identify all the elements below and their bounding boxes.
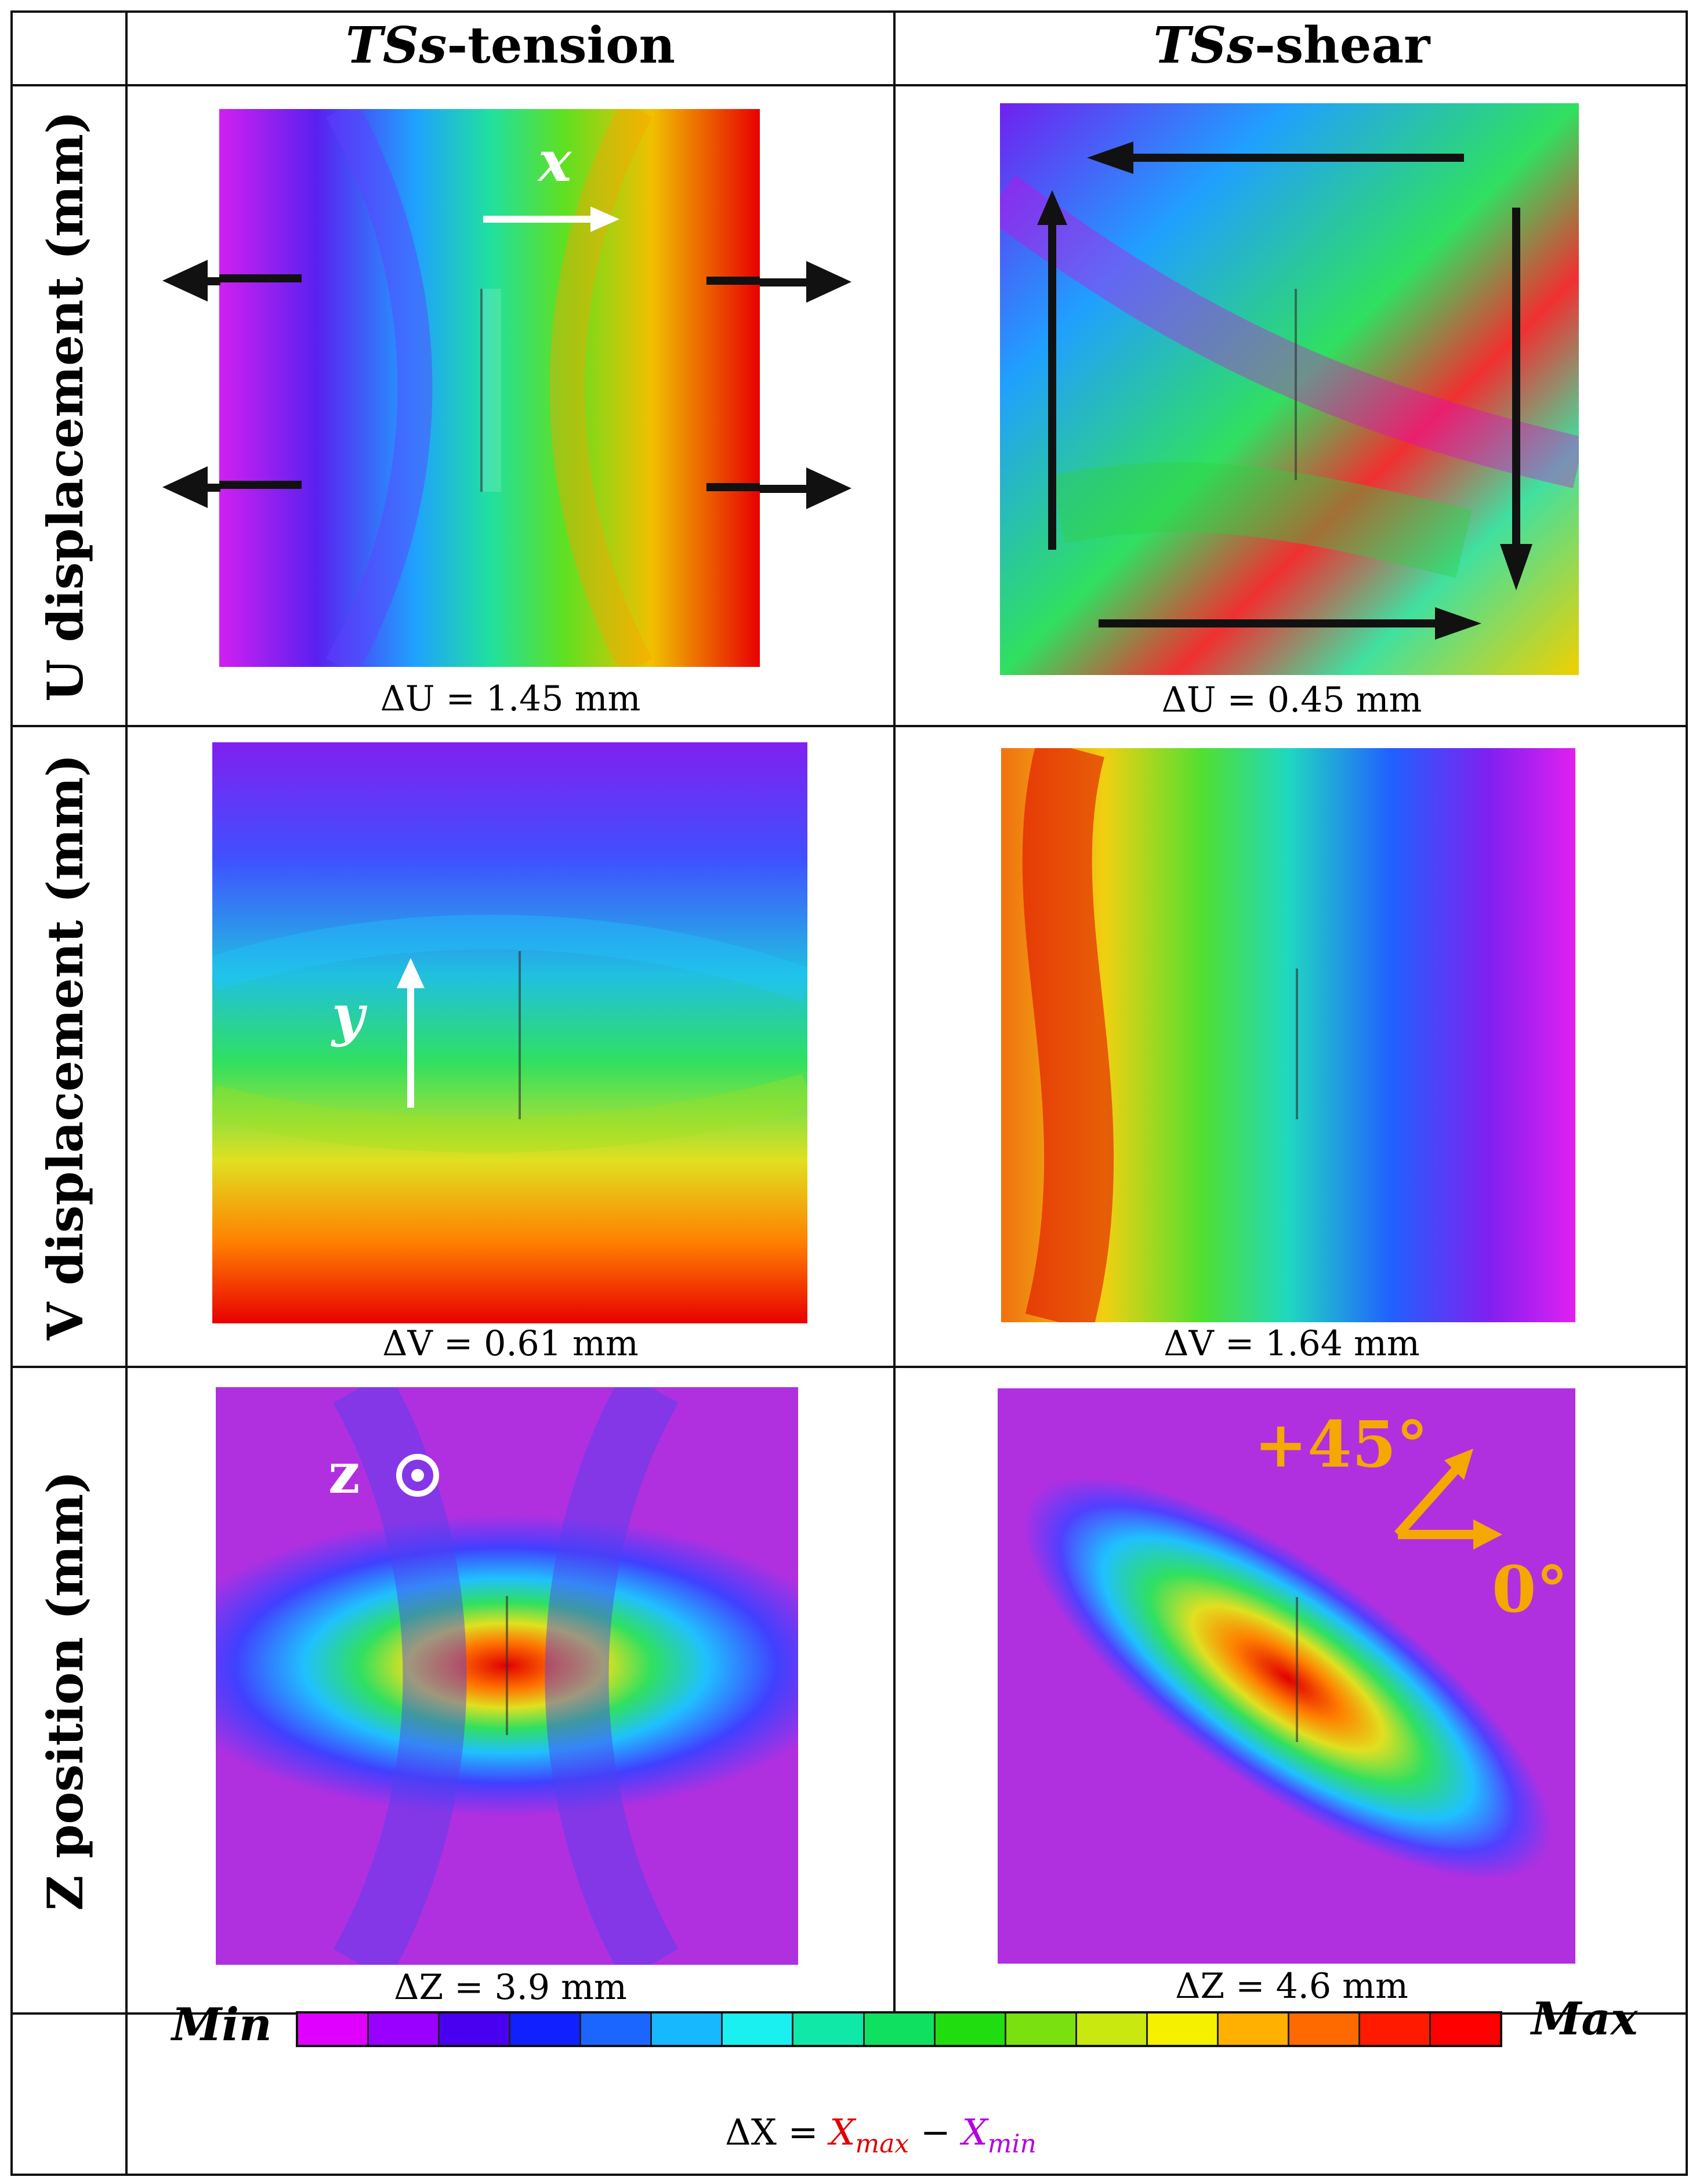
color-scale-segment <box>793 2014 865 2045</box>
row-label: U displacement (mm) <box>36 110 94 702</box>
color-scale-segment <box>1218 2014 1289 2045</box>
column-header-shear: TSs -shear <box>896 10 1688 80</box>
color-scale-segment <box>1289 2014 1360 2045</box>
arrow-shaft-right <box>760 485 809 493</box>
table-divider <box>10 1366 1688 1368</box>
color-scale-segment <box>723 2014 794 2045</box>
u-shear-contour-image <box>1000 103 1579 675</box>
column-prefix: TSs <box>1153 16 1255 75</box>
formula-lhs: ΔX = <box>725 2111 830 2153</box>
arrow-head-right <box>806 467 851 509</box>
row-label: Z position (mm) <box>36 1470 94 1911</box>
angle-0-label: 0° <box>1492 1552 1568 1627</box>
color-scale-segment <box>369 2014 440 2045</box>
color-scale-segment <box>935 2014 1006 2045</box>
y-axis-label: y <box>332 982 364 1048</box>
z-shear-contour-image <box>998 1388 1575 1964</box>
v-tension-caption: ΔV = 0.61 mm <box>382 1323 639 1364</box>
z-shear-caption: ΔZ = 4.6 mm <box>1175 1966 1408 2007</box>
arrow-shaft-right <box>760 278 809 286</box>
formula-x-symbol: X <box>962 2111 988 2153</box>
u-shear-caption: ΔU = 0.45 mm <box>1161 680 1422 720</box>
column-suffix: -shear <box>1255 16 1430 75</box>
formula-minus: − <box>909 2111 962 2153</box>
formula-x-symbol: X <box>829 2111 856 2153</box>
column-suffix: -tension <box>447 16 676 75</box>
formula-xmax: Xmax <box>829 2111 909 2158</box>
v-shear-contour-image <box>1001 748 1575 1322</box>
color-scale-bar <box>296 2011 1502 2047</box>
figure-table <box>10 10 1688 2176</box>
table-divider <box>125 10 128 2176</box>
column-header-tension: TSs -tension <box>128 10 893 80</box>
arrow-shaft-left <box>203 484 220 492</box>
arrow-head-left <box>162 260 208 302</box>
formula-max-sub: max <box>855 2129 909 2159</box>
row-label: V displacement (mm) <box>36 753 94 1340</box>
row-header-v: V displacement (mm) <box>13 728 117 1366</box>
formula-xmin: Xmin <box>962 2111 1037 2158</box>
table-divider <box>10 84 1688 86</box>
row-header-z: Z position (mm) <box>13 1369 117 2012</box>
color-scale-segment <box>1360 2014 1431 2045</box>
u-tension-caption: ΔU = 1.45 mm <box>380 679 641 719</box>
z-axis-label: z <box>328 1441 360 1506</box>
color-scale-segment <box>440 2014 511 2045</box>
u-tension-contour-image <box>219 109 760 667</box>
scale-min-label: Min <box>172 1998 272 2051</box>
z-tension-caption: ΔZ = 3.9 mm <box>394 1967 627 2008</box>
color-scale-segment <box>1006 2014 1077 2045</box>
x-axis-label: x <box>538 129 572 194</box>
table-divider <box>10 725 1688 727</box>
row-header-u: U displacement (mm) <box>13 87 117 725</box>
color-scale-segment <box>510 2014 582 2045</box>
color-scale-segment <box>1077 2014 1148 2045</box>
color-scale-segment <box>298 2014 369 2045</box>
color-scale-segment <box>1431 2014 1501 2045</box>
angle-45-label: +45° <box>1254 1407 1429 1482</box>
column-prefix: TSs <box>345 16 447 75</box>
table-divider <box>893 10 896 2023</box>
arrow-shaft-left <box>203 277 220 285</box>
v-tension-contour-image <box>212 742 807 1323</box>
range-formula: ΔX = Xmax − Xmin <box>725 2111 1037 2158</box>
arrow-head-right <box>806 261 851 303</box>
arrow-head-left <box>162 466 208 508</box>
color-scale-segment <box>581 2014 653 2045</box>
scale-max-label: Max <box>1531 1993 1638 2045</box>
color-scale-segment <box>1147 2014 1219 2045</box>
color-scale-segment <box>652 2014 723 2045</box>
z-tension-contour-image <box>216 1387 798 1965</box>
v-shear-caption: ΔV = 1.64 mm <box>1164 1323 1420 1364</box>
formula-min-sub: min <box>987 2129 1037 2159</box>
color-scale-segment <box>864 2014 936 2045</box>
